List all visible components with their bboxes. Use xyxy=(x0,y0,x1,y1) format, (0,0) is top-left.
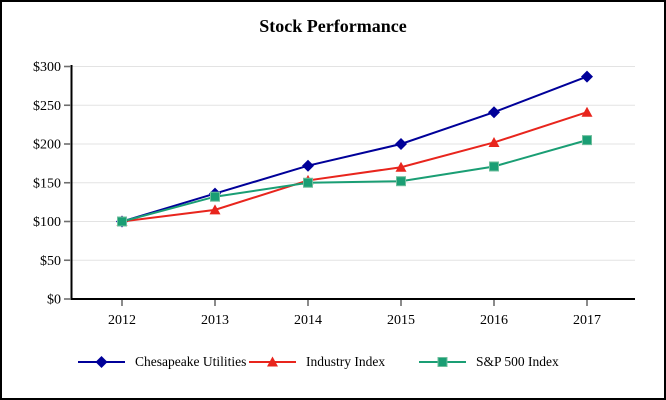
diamond-marker xyxy=(302,159,314,172)
y-tick-label: $100 xyxy=(33,215,61,230)
diamond-marker xyxy=(395,138,407,150)
square-marker xyxy=(396,176,406,187)
square-marker xyxy=(117,216,127,227)
y-tick-label: $200 xyxy=(33,138,61,153)
square-marker xyxy=(582,135,592,146)
triangle-marker xyxy=(488,136,500,147)
diamond-marker xyxy=(581,70,593,83)
series-line-s-p-500-index xyxy=(121,139,588,223)
y-tick-label: $300 xyxy=(33,60,61,75)
gridlines xyxy=(72,66,635,261)
x-tick-label: 2013 xyxy=(201,313,229,328)
y-tick-label: $250 xyxy=(33,99,61,114)
y-tick-label: $50 xyxy=(40,254,61,269)
x-tick-label: 2015 xyxy=(387,313,415,328)
square-marker xyxy=(303,177,313,188)
series-industry-index xyxy=(116,106,593,226)
x-tick-label: 2014 xyxy=(294,313,322,328)
square-marker xyxy=(489,161,499,172)
diamond-marker xyxy=(488,106,500,119)
y-tick-label: $150 xyxy=(33,176,61,191)
x-tick-label: 2012 xyxy=(108,313,136,328)
triangle-marker xyxy=(581,106,593,117)
series-line-chesapeake-utilities xyxy=(121,75,588,223)
axes: $0 $50 $100 $150 $200 $250 $300 2012 2013 2014 201… xyxy=(33,60,635,328)
series-s-p-500-index xyxy=(117,135,592,227)
x-tick-label: 2017 xyxy=(573,313,601,328)
triangle-marker xyxy=(395,161,407,172)
x-tick-label: 2016 xyxy=(480,313,508,328)
square-marker xyxy=(210,191,220,202)
y-tick-label: $0 xyxy=(47,293,61,308)
series-line-industry-index xyxy=(121,111,588,223)
triangle-marker xyxy=(209,204,221,215)
chart-title: Stock Performance xyxy=(259,16,407,36)
